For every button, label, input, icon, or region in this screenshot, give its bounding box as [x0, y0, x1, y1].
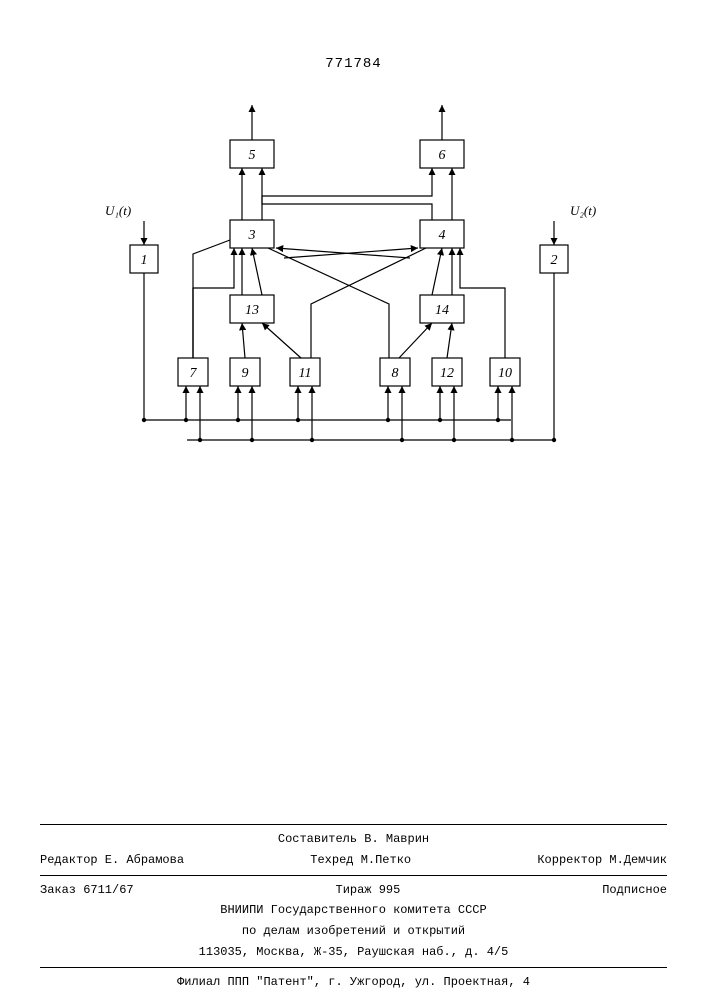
order: Заказ 6711/67 — [40, 882, 134, 899]
svg-text:U₁(t): U₁(t) — [105, 203, 131, 218]
rule — [40, 967, 667, 968]
order-row: Заказ 6711/67 Тираж 995 Подписное — [40, 880, 667, 901]
svg-text:3: 3 — [248, 228, 256, 243]
svg-text:8: 8 — [392, 366, 399, 381]
rule — [40, 875, 667, 876]
svg-text:6: 6 — [439, 148, 446, 163]
svg-text:4: 4 — [439, 228, 446, 243]
editor-row: Редактор Е. Абрамова Техред М.Петко Корр… — [40, 850, 667, 871]
org2: по делам изобретений и открытий — [40, 921, 667, 942]
podpisnoe: Подписное — [602, 882, 667, 899]
editor: Редактор Е. Абрамова — [40, 852, 184, 869]
svg-text:11: 11 — [299, 366, 312, 381]
org3: 113035, Москва, Ж-35, Раушская наб., д. … — [40, 942, 667, 963]
corrector: Корректор М.Демчик — [537, 852, 667, 869]
footer-block: Составитель В. Маврин Редактор Е. Абрамо… — [40, 820, 667, 993]
svg-text:5: 5 — [249, 148, 256, 163]
svg-text:12: 12 — [440, 366, 454, 381]
svg-text:10: 10 — [498, 366, 512, 381]
org1: ВНИИПИ Государственного комитета СССР — [40, 900, 667, 921]
doc-number: 771784 — [0, 56, 707, 72]
tirazh: Тираж 995 — [336, 882, 401, 899]
svg-text:13: 13 — [245, 303, 259, 318]
svg-text:U₂(t): U₂(t) — [570, 203, 596, 218]
svg-text:1: 1 — [141, 253, 148, 268]
compiler-line: Составитель В. Маврин — [40, 829, 667, 850]
svg-text:14: 14 — [435, 303, 449, 318]
svg-text:7: 7 — [190, 366, 198, 381]
rule — [40, 824, 667, 825]
svg-text:9: 9 — [242, 366, 249, 381]
svg-text:2: 2 — [551, 253, 558, 268]
block-diagram: 5634121314791181210U₁(t)U₂(t) — [90, 100, 610, 500]
filial: Филиал ППП "Патент", г. Ужгород, ул. Про… — [40, 972, 667, 993]
techred: Техред М.Петко — [310, 852, 411, 869]
